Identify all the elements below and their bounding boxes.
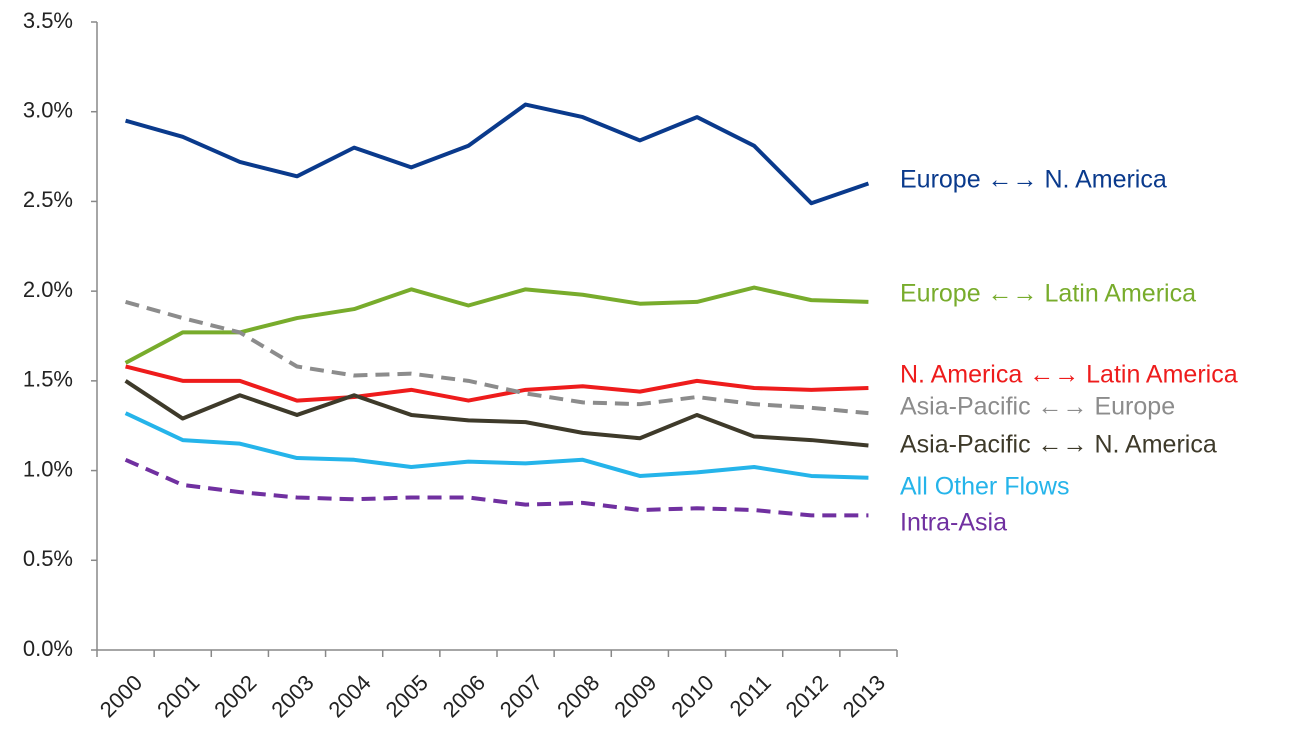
- y-tick-label: 0.5%: [23, 546, 73, 571]
- y-tick-label: 3.0%: [23, 98, 73, 123]
- series-label: Intra-Asia: [900, 509, 1007, 537]
- y-tick-label: 1.0%: [23, 456, 73, 481]
- x-tick-label: 2004: [323, 670, 375, 722]
- x-tick-label: 2008: [552, 670, 604, 722]
- x-tick-label: 2000: [95, 670, 147, 722]
- x-tick-label: 2001: [152, 670, 204, 722]
- series-label: Europe ←→ N. America: [900, 166, 1167, 194]
- series-line: [125, 364, 869, 403]
- y-tick-label: 2.0%: [23, 277, 73, 302]
- series-line: [124, 379, 869, 448]
- x-tick-label: 2005: [381, 670, 433, 722]
- x-tick-label: 2007: [495, 670, 547, 722]
- x-tick-label: 2006: [438, 670, 490, 722]
- x-tick-label: 2012: [781, 670, 833, 722]
- series-label: Europe ←→ Latin America: [900, 280, 1196, 308]
- y-tick-label: 1.5%: [23, 367, 73, 392]
- y-tick-label: 2.5%: [23, 187, 73, 212]
- series-line: [124, 411, 869, 480]
- x-tick-label: 2002: [209, 670, 261, 722]
- series-label: Asia-Pacific ←→ Europe: [900, 393, 1175, 421]
- x-tick-label: 2003: [266, 670, 318, 722]
- series-line: [124, 285, 869, 365]
- x-tick-label: 2009: [609, 670, 661, 722]
- series-label: All Other Flows: [900, 473, 1069, 501]
- series-line: [125, 102, 870, 206]
- series-label: N. America ←→ Latin America: [900, 361, 1238, 389]
- y-tick-label: 3.5%: [23, 8, 73, 33]
- y-tick-label: 0.0%: [23, 636, 73, 661]
- series-line: [124, 457, 869, 518]
- x-tick-label: 2011: [725, 670, 776, 721]
- x-tick-label: 2010: [666, 670, 718, 722]
- x-tick-label: 2013: [838, 670, 890, 722]
- series-label: Asia-Pacific ←→ N. America: [900, 431, 1217, 459]
- series-line: [125, 299, 869, 416]
